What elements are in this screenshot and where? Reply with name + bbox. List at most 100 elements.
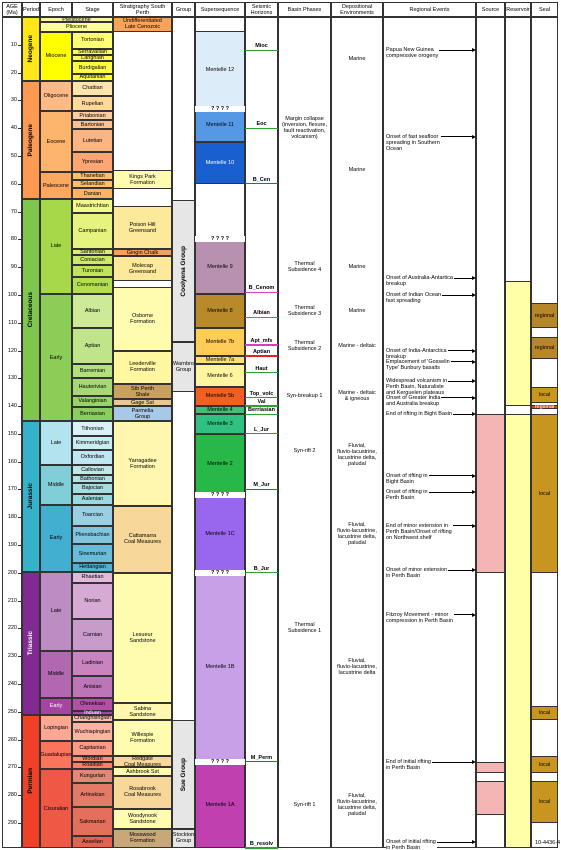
formation-label: Sabina Sandstone bbox=[129, 705, 156, 718]
environment-label: Fluvial, fluvio-lacustrine, lacustrine d… bbox=[337, 658, 377, 677]
seal-interval bbox=[531, 706, 558, 721]
event-label: Emplacement of 'Gosselin Type' Bunbury b… bbox=[386, 358, 451, 371]
supersequence bbox=[195, 328, 245, 357]
age-tick bbox=[18, 155, 22, 157]
seal-interval-label: local bbox=[538, 490, 551, 497]
horizon-line bbox=[245, 572, 278, 574]
epoch bbox=[40, 80, 72, 112]
seal-interval bbox=[531, 756, 558, 773]
formation bbox=[113, 256, 172, 282]
supersequence bbox=[195, 239, 245, 294]
epoch bbox=[40, 740, 72, 770]
supersequence-label: Mentelle 12 bbox=[205, 66, 235, 73]
stage bbox=[72, 650, 113, 676]
stage-label: Chattian bbox=[82, 85, 103, 92]
age-tick bbox=[18, 461, 22, 463]
stage bbox=[72, 120, 113, 130]
event-arrowhead bbox=[472, 395, 476, 400]
event-arrow bbox=[386, 475, 472, 476]
horizon-line bbox=[245, 405, 278, 407]
stage bbox=[72, 474, 113, 484]
stage-label: Bartonian bbox=[80, 121, 105, 128]
stage-label: Coniacian bbox=[80, 257, 105, 264]
age-tick-label: 220 bbox=[7, 625, 17, 632]
period bbox=[22, 571, 40, 715]
rotated-label: Triassic bbox=[27, 631, 34, 656]
group-label: Warnbro Group bbox=[173, 361, 194, 374]
horizon-label: B_Cen bbox=[252, 176, 271, 183]
stage bbox=[72, 722, 113, 741]
environment-label: Marine bbox=[348, 263, 366, 270]
stage-label: Aalenian bbox=[81, 496, 104, 503]
stage-label: Rhaetian bbox=[81, 574, 104, 581]
formation bbox=[113, 828, 172, 848]
age-tick-label: 130 bbox=[7, 375, 17, 382]
column-header: Group bbox=[172, 2, 195, 17]
supersequence bbox=[195, 433, 245, 496]
age-tick-label: 60 bbox=[10, 180, 17, 187]
event-arrowhead bbox=[472, 276, 476, 281]
age-tick bbox=[18, 72, 22, 74]
age-tick bbox=[18, 100, 22, 101]
group bbox=[172, 828, 195, 848]
supersequence-label: Mentelle 4 bbox=[207, 407, 233, 414]
age-tick bbox=[18, 517, 22, 518]
age-tick-label: 80 bbox=[10, 236, 17, 243]
event-label: Onset of minor extension in Perth Basin bbox=[386, 567, 449, 580]
environment-label: Marine - deltaic bbox=[338, 343, 376, 350]
stage-label: Ypresian bbox=[81, 159, 104, 166]
horizon-label: B_Cenom bbox=[248, 285, 275, 292]
supersequence bbox=[195, 30, 245, 109]
formation-label: Rosabrook Coal Measures bbox=[124, 786, 161, 799]
period bbox=[22, 714, 40, 848]
rotated-label: Coolyena Group bbox=[179, 246, 187, 297]
column-header: Seal bbox=[531, 2, 558, 17]
age-tick-label: 230 bbox=[7, 653, 17, 660]
event-arrowhead bbox=[472, 292, 476, 297]
horizon-line bbox=[245, 847, 278, 849]
formation bbox=[113, 421, 172, 507]
age-tick bbox=[18, 795, 22, 796]
environment-label: Marine bbox=[348, 166, 366, 173]
stage bbox=[72, 465, 113, 475]
age-tick-label: 110 bbox=[8, 319, 17, 326]
formation-label: Leederville Formation bbox=[129, 361, 156, 374]
column-header: Stage bbox=[72, 2, 113, 17]
group bbox=[172, 720, 195, 829]
environment-label: Fluvial, fluvio-lacustrine, lacustrine d… bbox=[337, 521, 377, 546]
stage bbox=[72, 111, 113, 121]
age-tick-label: 70 bbox=[10, 208, 17, 215]
event-arrowhead bbox=[472, 379, 476, 384]
stage bbox=[72, 436, 113, 450]
event-label: Papua New Guinea compressive orogeny bbox=[386, 47, 440, 60]
age-tick bbox=[18, 406, 22, 407]
column-header: Seismic Horizons bbox=[245, 2, 278, 17]
age-tick-label: 210 bbox=[7, 597, 17, 604]
stage-label: Changhsingian bbox=[74, 715, 111, 722]
epoch-label: Paleocene bbox=[43, 182, 69, 189]
formation-label: Willespie Formation bbox=[130, 732, 155, 745]
rotated-label: Paleogene bbox=[27, 123, 34, 157]
age-tick bbox=[18, 211, 22, 213]
formation-label: Cattamarra Coal Measures bbox=[124, 533, 161, 546]
rotated-label: Jurassic bbox=[27, 483, 34, 510]
event-label: Onset of India-Antarctica breakup bbox=[386, 347, 448, 360]
stage bbox=[72, 73, 113, 81]
event-label: Fitzroy Movement - minor compression in … bbox=[386, 611, 454, 624]
formation bbox=[113, 572, 172, 704]
uncertain-boundary: ? ? ? ? bbox=[195, 569, 245, 576]
horizon-label: Berriasian bbox=[248, 407, 275, 414]
event-arrowhead bbox=[472, 48, 476, 53]
epoch bbox=[40, 17, 113, 22]
basin-phase-label: Thermal Subsidence 1 bbox=[287, 622, 322, 635]
epoch bbox=[40, 571, 72, 651]
horizon-label: Haut bbox=[255, 365, 268, 372]
environment-label: Marine - deltaic & igneous bbox=[338, 390, 376, 403]
formation-label: Parmelia Group bbox=[131, 407, 154, 420]
supersequence-label: Mentelle 8 bbox=[207, 308, 233, 315]
stage-label: Turonian bbox=[81, 268, 104, 275]
stage bbox=[72, 31, 113, 50]
supersequence-label: Mentelle 9 bbox=[207, 263, 233, 270]
age-tick-label: 100 bbox=[7, 291, 17, 298]
epoch bbox=[40, 172, 72, 200]
